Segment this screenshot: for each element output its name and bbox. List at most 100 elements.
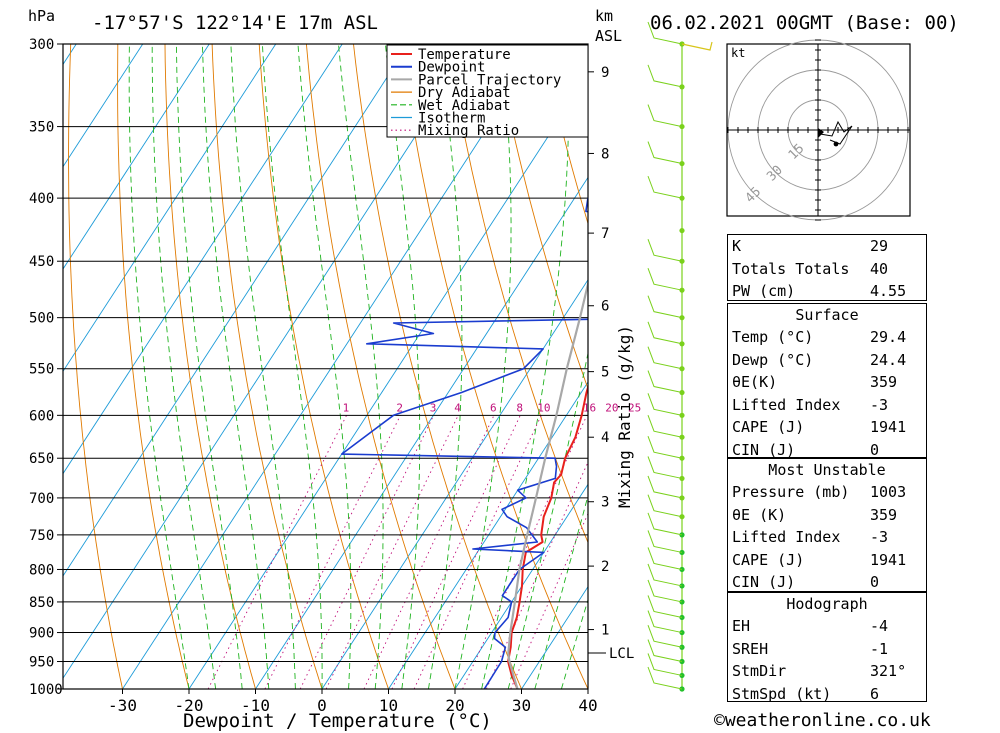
pressure-tick-label: 600 bbox=[29, 408, 54, 424]
wind-barb bbox=[647, 610, 683, 634]
wet-adiabat-line bbox=[384, 44, 421, 689]
pressure-tick-label: 550 bbox=[29, 362, 54, 378]
temperature-line bbox=[507, 383, 588, 689]
mixing-ratio-line bbox=[363, 415, 495, 689]
wind-barb bbox=[647, 175, 683, 199]
wind-barb bbox=[647, 653, 683, 676]
row-value: -3 bbox=[870, 528, 889, 547]
dry-adiabat-line bbox=[305, 44, 456, 689]
wind-barb bbox=[647, 436, 683, 459]
row-label: Temp (°C) bbox=[732, 328, 814, 346]
row-value: -1 bbox=[870, 639, 889, 658]
dry-adiabat-line bbox=[966, 44, 1000, 689]
temperature-tick-label: 0 bbox=[317, 696, 327, 715]
dry-adiabat-line bbox=[258, 44, 389, 689]
pressure-tick-label: 950 bbox=[29, 655, 54, 671]
footer-credit: ©weatheronline.co.uk bbox=[714, 710, 931, 731]
row-value: 1003 bbox=[870, 483, 907, 501]
mixing-ratio-label: 4 bbox=[454, 401, 461, 414]
isotherm-line bbox=[255, 176, 588, 689]
legend-entry: Dry Adiabat bbox=[418, 85, 511, 101]
pressure-tick-label: 750 bbox=[29, 528, 54, 544]
row-value: 1941 bbox=[870, 418, 907, 437]
legend-entry: Isotherm bbox=[418, 111, 485, 127]
mixing-ratio-label: 2 bbox=[396, 401, 403, 414]
row-label: θE(K) bbox=[732, 373, 778, 392]
temperature-tick-label: -10 bbox=[241, 696, 270, 715]
mixing-ratio-label: 6 bbox=[490, 401, 497, 414]
legend-entry: Dewpoint bbox=[418, 60, 485, 76]
row-label: θE (K) bbox=[732, 505, 787, 524]
indices-row: K 29 bbox=[728, 235, 926, 258]
dry-adiabat-line bbox=[68, 44, 123, 689]
indices-panel: K 29 Totals Totals 40 PW (cm) 4.55 bbox=[727, 234, 927, 301]
row-value: 4.55 bbox=[870, 282, 907, 301]
wind-barb bbox=[647, 494, 683, 518]
temperature-tick-label: 40 bbox=[578, 696, 597, 715]
wet-adiabat-line bbox=[297, 44, 352, 689]
isotherm-line bbox=[63, 44, 277, 373]
pressure-tick-label: 900 bbox=[29, 626, 54, 642]
isotherm-line bbox=[388, 381, 588, 689]
wet-adiabat-line bbox=[151, 44, 217, 689]
isotherm-line bbox=[63, 44, 476, 680]
surface-title: Surface bbox=[795, 306, 859, 324]
wind-level-dot bbox=[679, 658, 685, 665]
row-label: CIN (J) bbox=[732, 573, 796, 592]
row-value: 40 bbox=[870, 259, 889, 278]
indices-row: Totals Totals 40 bbox=[728, 258, 926, 281]
temperature-tick-label: -30 bbox=[108, 696, 137, 715]
wind-barb bbox=[647, 295, 683, 319]
hodograph-table-row: StmSpd (kt) 6 bbox=[728, 683, 926, 706]
row-value: 1941 bbox=[870, 550, 907, 569]
isotherm-line bbox=[63, 44, 210, 270]
pressure-axis: 300 350 400 450 500 550 600 650 700 750 800 850 900 9… bbox=[29, 37, 63, 698]
wind-barb bbox=[647, 475, 683, 499]
dry-adiabat-line bbox=[117, 44, 190, 689]
most-unstable-row: CIN (J) 0 bbox=[728, 571, 926, 594]
isotherm-line bbox=[454, 483, 588, 689]
pressure-tick-label: 1000 bbox=[29, 682, 63, 698]
wind-barb bbox=[647, 141, 683, 165]
row-label: Totals Totals bbox=[732, 259, 850, 278]
mixing-ratio-labels: 1 2 3 4 6 8 10 16 20 25 bbox=[343, 401, 642, 414]
row-value: 29.4 bbox=[870, 328, 907, 346]
pressure-tick-label: 650 bbox=[29, 451, 54, 467]
wind-level-dot bbox=[679, 614, 685, 621]
x-axis-title: Dewpoint / Temperature (°C) bbox=[183, 710, 492, 732]
most-unstable-row: θE (K) 359 bbox=[728, 504, 926, 527]
wind-barb bbox=[647, 595, 683, 618]
row-value: 29 bbox=[870, 237, 889, 255]
parcel-trajectory-line bbox=[507, 279, 588, 689]
unit-hpa-label: hPa bbox=[28, 7, 55, 25]
row-label: EH bbox=[732, 617, 751, 635]
wind-level-dot bbox=[679, 629, 685, 636]
wet-adiabat-line bbox=[560, 598, 588, 689]
wind-barb bbox=[647, 104, 683, 128]
altitude-tick-label: 7 bbox=[601, 226, 609, 242]
hodograph-table-row: StmDir 321° bbox=[728, 660, 926, 683]
plot-frame bbox=[62, 43, 589, 690]
surface-row: CAPE (J) 1941 bbox=[728, 416, 926, 439]
pressure-tick-label: 850 bbox=[29, 595, 54, 611]
wind-barb bbox=[647, 456, 683, 479]
dry-adiabat-line bbox=[919, 44, 1000, 689]
legend-entry: Wet Adiabat bbox=[418, 98, 511, 114]
surface-row: Lifted Index -3 bbox=[728, 394, 926, 417]
row-label: SREH bbox=[732, 639, 769, 658]
surface-row: Temp (°C) 29.4 bbox=[728, 326, 926, 349]
hodograph-unit: kt bbox=[731, 46, 745, 60]
pressure-tick-label: 800 bbox=[29, 562, 54, 578]
mixing-ratio-label: 16 bbox=[583, 401, 596, 414]
isotherm-line bbox=[0, 44, 10, 689]
wet-adiabat-line bbox=[128, 44, 190, 689]
row-label: CAPE (J) bbox=[732, 418, 805, 437]
altitude-tick-label: 9 bbox=[601, 65, 609, 81]
isotherm-line bbox=[63, 44, 410, 577]
wet-adiabat-line bbox=[338, 44, 384, 689]
altitude-tick-label: 1 bbox=[601, 623, 609, 639]
wet-adiabat-line bbox=[261, 44, 323, 689]
mixing-ratio-line bbox=[391, 415, 521, 689]
hodograph-table-row: EH -4 bbox=[728, 615, 926, 638]
